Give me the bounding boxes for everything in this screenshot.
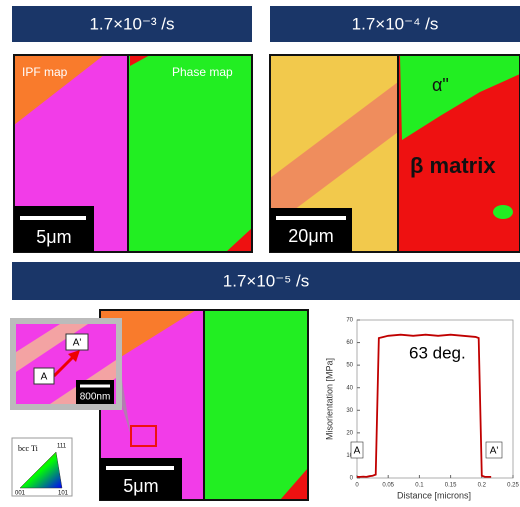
y-tick-label: 70 bbox=[346, 318, 353, 324]
point-label: A' bbox=[73, 338, 82, 349]
x-axis-label: Distance [microns] bbox=[397, 490, 471, 500]
annotation: 63 deg. bbox=[409, 343, 466, 362]
point-label: A bbox=[41, 372, 48, 383]
legend-corner: 101 bbox=[58, 491, 69, 497]
map-label: Phase map bbox=[172, 65, 233, 79]
y-tick-label: 0 bbox=[350, 476, 354, 482]
x-tick-label: 0.1 bbox=[415, 483, 424, 489]
micrograph bbox=[10, 310, 308, 500]
x-tick-label: 0 bbox=[355, 483, 359, 489]
end-label: A bbox=[354, 446, 361, 457]
x-tick-label: 0.05 bbox=[382, 483, 394, 489]
scale-bar-label: 5μm bbox=[36, 227, 71, 247]
profile-chart: 63 deg. Distance [microns] Misorientatio… bbox=[324, 318, 519, 501]
rate-label: 1.7×10⁻⁴ /s bbox=[352, 14, 439, 33]
rate-label: 1.7×10⁻⁵ /s bbox=[223, 271, 309, 290]
map-label: IPF map bbox=[22, 65, 68, 79]
y-tick-label: 30 bbox=[346, 408, 353, 414]
figure: 1.7×10⁻³ /s 1.7×10⁻⁴ /s 1.7×10⁻⁵ /s IPF … bbox=[0, 0, 520, 507]
legend-title: bcc Ti bbox=[18, 444, 39, 453]
rate-label: 1.7×10⁻³ /s bbox=[89, 14, 174, 33]
y-tick-label: 20 bbox=[346, 430, 353, 436]
scale-bar-label: 20μm bbox=[288, 226, 333, 246]
scale-bar-label: 5μm bbox=[123, 476, 158, 496]
end-label: A' bbox=[490, 446, 499, 457]
legend-corner: 001 bbox=[15, 491, 26, 497]
micrograph bbox=[14, 55, 252, 252]
y-tick-label: 60 bbox=[346, 340, 353, 346]
phase-label: β matrix bbox=[410, 153, 496, 178]
y-tick-label: 50 bbox=[346, 363, 353, 369]
x-tick-label: 0.25 bbox=[507, 483, 519, 489]
legend-corner: 111 bbox=[57, 444, 67, 450]
phase-label: α" bbox=[432, 75, 449, 95]
scale-bar-label: 800nm bbox=[80, 392, 111, 403]
y-tick-label: 40 bbox=[346, 385, 353, 391]
x-tick-label: 0.15 bbox=[445, 483, 457, 489]
y-axis-label: Misorientation [MPa] bbox=[324, 358, 334, 440]
x-tick-label: 0.2 bbox=[478, 483, 487, 489]
